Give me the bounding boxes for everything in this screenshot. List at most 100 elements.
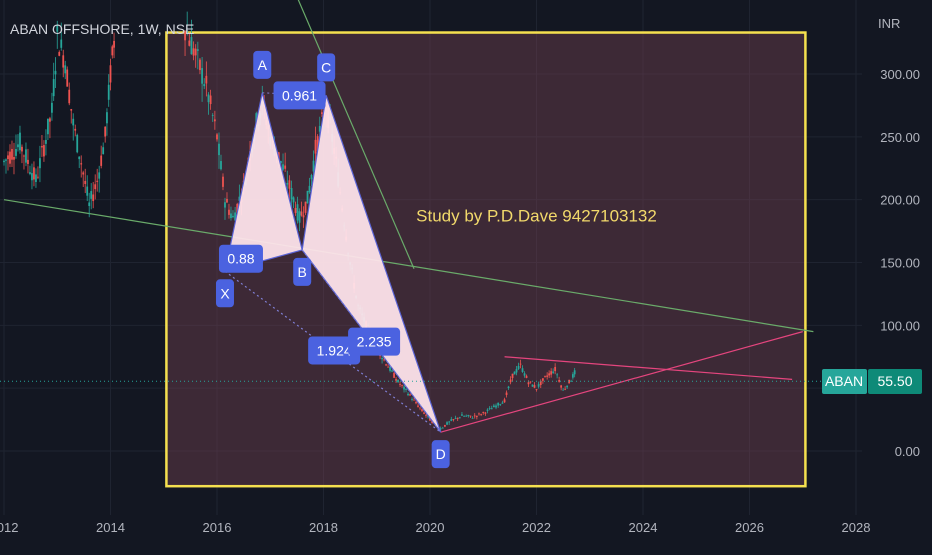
candle-body <box>454 418 457 419</box>
candle-body <box>109 65 112 83</box>
candle-body <box>415 401 417 404</box>
candle-body <box>523 373 526 376</box>
x-tick-label: 2024 <box>629 520 658 535</box>
candle-body <box>49 118 51 122</box>
ratio-label-text: 2.235 <box>357 334 392 350</box>
candle-body <box>505 392 508 395</box>
candle-body <box>54 70 57 75</box>
candle-body <box>3 160 5 163</box>
candle-body <box>290 188 293 200</box>
candle-body <box>78 156 81 160</box>
candle-body <box>236 203 239 213</box>
candle-body <box>7 155 9 160</box>
candle-body <box>452 419 455 420</box>
pattern-point-box <box>253 50 272 79</box>
time-axis[interactable]: 2012 2014 2016 2018 2020 2022 2024 2026 2028 <box>0 520 870 535</box>
candle-body <box>473 415 476 417</box>
candle-body <box>429 417 431 421</box>
candle-body <box>230 213 232 219</box>
candle-body <box>568 379 571 384</box>
ratio-label-text: 0.961 <box>282 87 317 103</box>
candle-body <box>58 52 61 56</box>
candle-body <box>94 184 97 190</box>
ratio-label[interactable]: 1.924 <box>308 336 361 365</box>
candle-body <box>96 180 99 182</box>
candle-body <box>480 414 483 416</box>
candle-body <box>407 393 409 396</box>
candle-body <box>541 378 544 381</box>
candle-body <box>423 412 425 414</box>
pattern-point-c[interactable]: C <box>317 53 336 82</box>
candle-body <box>15 149 17 156</box>
ratio-label[interactable]: 0.88 <box>218 244 263 273</box>
candle-body <box>552 371 555 373</box>
pattern-point-x[interactable]: X <box>215 279 234 308</box>
pattern-triangle-xab <box>224 92 303 273</box>
candle-body <box>417 405 419 407</box>
candle-body <box>393 373 395 378</box>
candle-body <box>544 376 546 377</box>
pattern-point-d[interactable]: D <box>431 440 450 469</box>
candle-body <box>29 172 31 174</box>
x-tick-label: 2016 <box>203 520 232 535</box>
trendline-long-green <box>3 199 814 333</box>
candle-body <box>316 136 319 152</box>
x-tick-label: 2022 <box>522 520 551 535</box>
candle-body <box>493 405 495 408</box>
pattern-point-label: C <box>321 59 331 75</box>
ratio-label[interactable]: 0.961 <box>273 81 326 110</box>
candle-body <box>298 211 301 223</box>
candle-body <box>471 417 474 419</box>
candle-body <box>238 196 241 201</box>
candle-body <box>27 159 29 164</box>
candle-body <box>389 366 391 371</box>
candle-body <box>556 374 559 376</box>
candle-body <box>228 209 230 215</box>
candle-body <box>82 172 85 175</box>
candle-body <box>509 379 512 383</box>
candle-body <box>52 79 55 97</box>
candle-body <box>546 375 549 377</box>
candle-body <box>76 134 79 153</box>
y-tick-label: 300.00 <box>880 67 920 82</box>
candle-body <box>47 118 49 135</box>
candle-body <box>216 134 218 140</box>
candle-body <box>419 407 421 409</box>
candle-body <box>401 384 403 386</box>
ratio-label[interactable]: 2.235 <box>348 327 401 356</box>
candle-body <box>501 402 504 404</box>
candle-body <box>92 194 95 202</box>
candle-body <box>70 109 73 111</box>
candle-body <box>31 173 33 181</box>
pattern-point-label: B <box>298 264 307 280</box>
pattern-point-b[interactable]: B <box>293 257 312 286</box>
candle-body <box>218 143 220 156</box>
candle-body <box>399 384 401 385</box>
candle-body <box>560 385 563 388</box>
price-axis[interactable]: 0.00 100.00 150.00 200.00 250.00 300.00 <box>880 67 920 459</box>
candle-body <box>302 215 305 218</box>
price-tag-value: 55.50 <box>877 373 912 389</box>
trendline-pink-resistance <box>504 356 793 380</box>
candle-body <box>21 146 23 152</box>
candle-body <box>381 357 383 360</box>
ratio-label-box <box>273 81 326 110</box>
pattern-bd-line <box>301 249 442 433</box>
pattern-point-box <box>431 440 450 469</box>
candle-body <box>321 112 323 114</box>
pattern-point-a[interactable]: A <box>253 50 272 79</box>
candle-body <box>521 368 524 372</box>
candle-body <box>186 30 189 34</box>
candle-body <box>490 408 493 410</box>
y-tick-label: 200.00 <box>880 193 920 208</box>
candle-body <box>45 139 47 144</box>
candle-body <box>519 363 522 365</box>
candle-body <box>458 417 461 419</box>
candle-body <box>188 40 191 46</box>
candle-body <box>548 373 551 376</box>
price-candles <box>3 11 576 431</box>
candle-body <box>550 371 553 375</box>
candle-body <box>224 202 226 208</box>
